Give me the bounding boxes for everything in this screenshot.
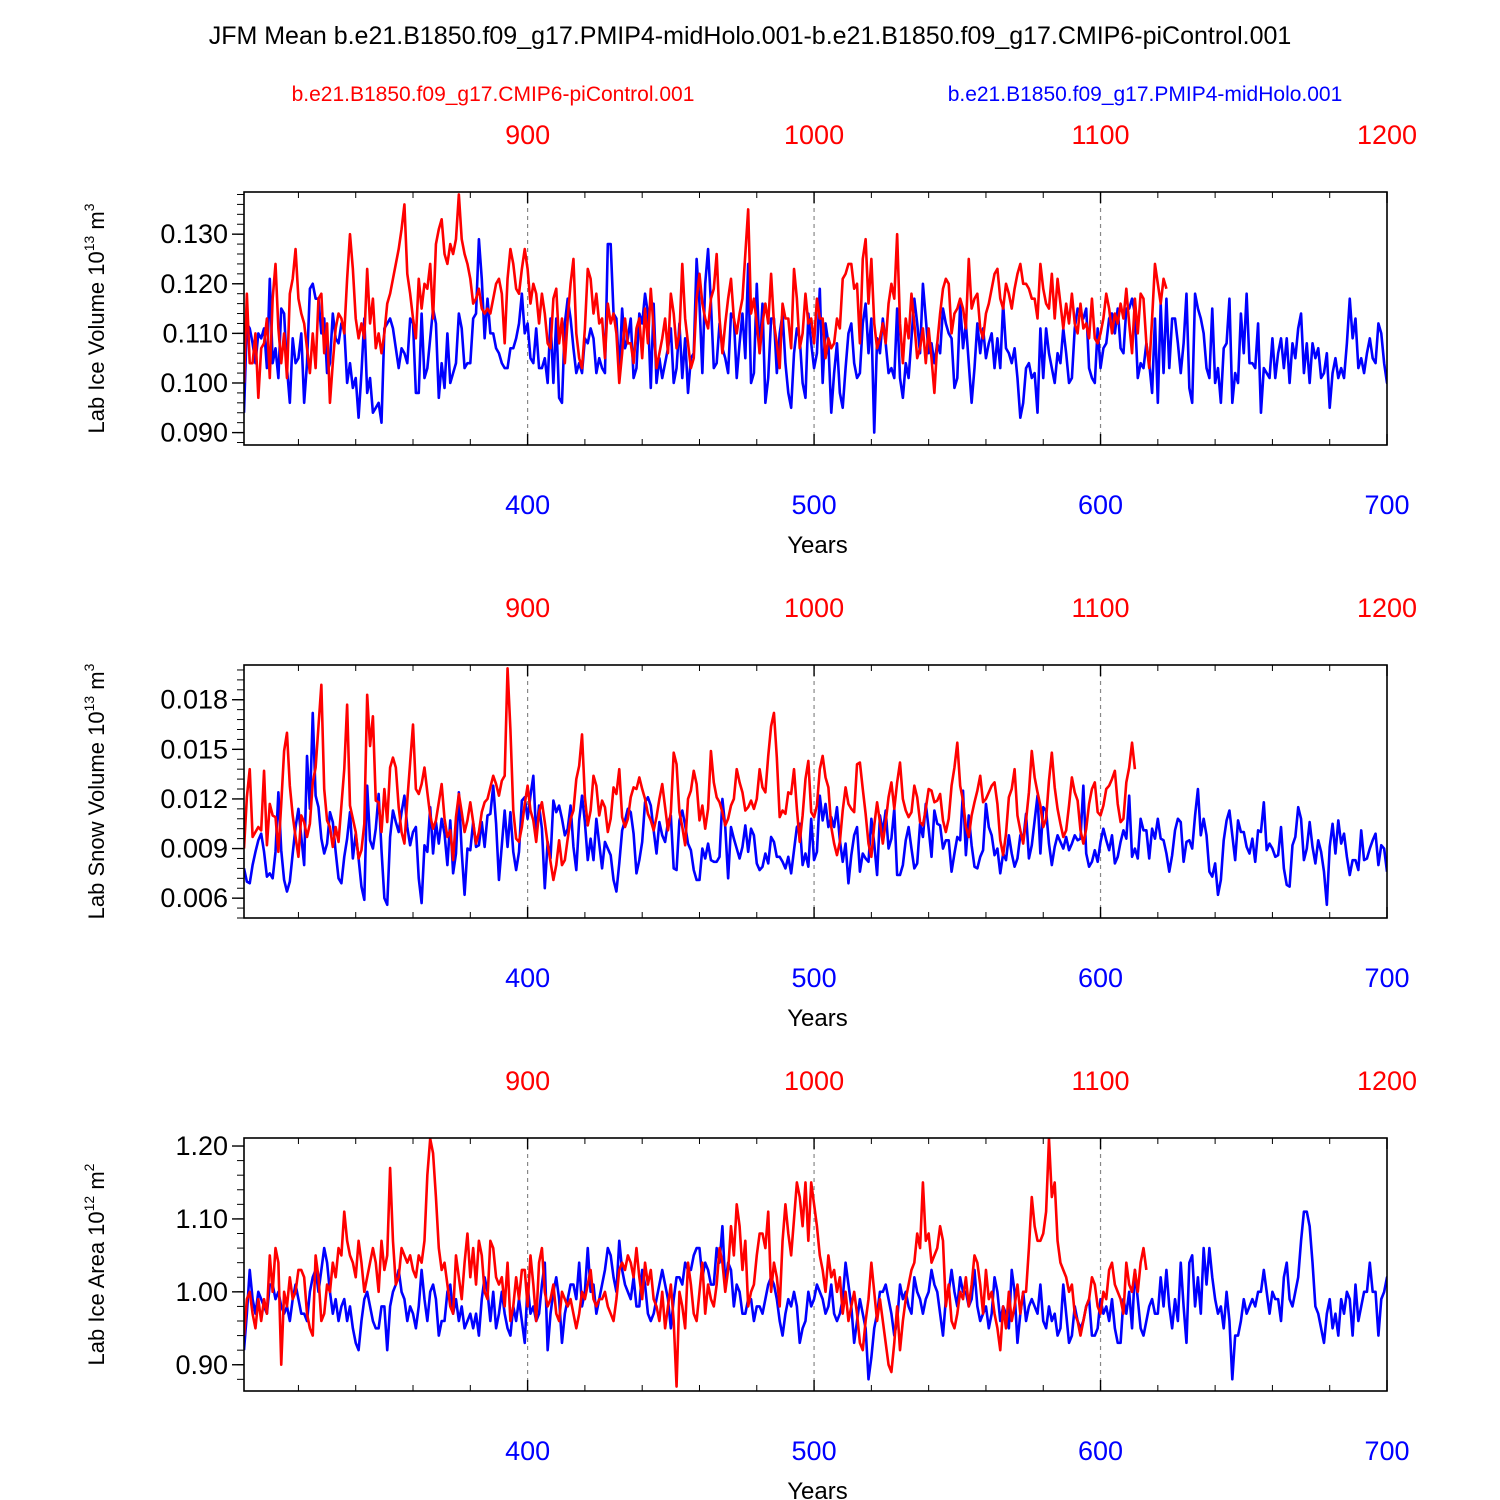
- x-tick-label-red: 1200: [1357, 1066, 1417, 1096]
- x-tick-label-blue: 500: [792, 1436, 837, 1466]
- y-label-unit-exponent: 3: [81, 663, 97, 671]
- y-tick-label: 1.20: [175, 1131, 228, 1161]
- panel-1: 0.090 0.100 0.110 0.120 0.130 400 500 600 700 900…: [81, 120, 1417, 559]
- x-tick-label-blue: 700: [1364, 963, 1409, 993]
- y-tick-label: 1.10: [175, 1204, 228, 1234]
- x-tick-label-red: 900: [505, 593, 550, 623]
- panel-3: 0.90 1.00 1.10 1.20 400 500 600 700 900 1000 1100 1…: [81, 1066, 1417, 1500]
- panels-group: 0.090 0.100 0.110 0.120 0.130 400 500 600 700 900…: [81, 120, 1417, 1500]
- series-red-line: [244, 193, 1168, 405]
- y-tick-label: 0.90: [175, 1350, 228, 1380]
- x-tick-label-red: 1000: [784, 593, 844, 623]
- x-tick-label-blue: 500: [792, 963, 837, 993]
- y-tick-label: 0.090: [160, 418, 228, 448]
- y-label-main: Lab Ice Area 10: [84, 1211, 109, 1365]
- x-tick-label-red: 1200: [1357, 593, 1417, 623]
- series-blue-line: [244, 237, 1387, 434]
- y-label-unit: m: [84, 211, 109, 235]
- y-tick-label: 0.012: [160, 784, 228, 814]
- x-tick-label-red: 1000: [784, 120, 844, 150]
- y-axis-label: Lab Snow Volume 1013 m3: [81, 663, 109, 919]
- x-tick-label-blue: 600: [1078, 490, 1123, 520]
- y-tick-label: 1.00: [175, 1277, 228, 1307]
- y-tick-label: 0.120: [160, 269, 228, 299]
- plot-frame: [243, 664, 1388, 919]
- x-tick-label-blue: 600: [1078, 1436, 1123, 1466]
- y-tick-label: 0.100: [160, 368, 228, 398]
- series-group: [244, 1138, 1387, 1388]
- y-tick-label: 0.018: [160, 685, 228, 715]
- series-group: [244, 667, 1387, 907]
- x-axis-label: Years: [787, 532, 848, 559]
- x-tick-label-red: 1200: [1357, 120, 1417, 150]
- x-tick-label-red: 1100: [1072, 1066, 1130, 1096]
- y-label-main: Lab Snow Volume 10: [84, 711, 109, 919]
- y-axis-label: Lab Ice Area 1012 m2: [81, 1163, 109, 1365]
- x-tick-label-red: 1100: [1072, 120, 1130, 150]
- legend-blue-label: b.e21.B1850.f09_g17.PMIP4-midHolo.001: [948, 83, 1343, 106]
- y-tick-label: 0.130: [160, 219, 228, 249]
- x-tick-label-blue: 400: [505, 1436, 550, 1466]
- y-label-exponent: 13: [81, 696, 97, 712]
- y-label-main: Lab Ice Volume 10: [84, 251, 109, 433]
- y-tick-label: 0.015: [160, 734, 228, 764]
- y-axis-label: Lab Ice Volume 1013 m3: [81, 203, 109, 433]
- x-tick-label-red: 1100: [1072, 593, 1130, 623]
- series-red-line: [244, 667, 1137, 882]
- plot-frame: [243, 1137, 1388, 1392]
- x-tick-label-red: 900: [505, 1066, 550, 1096]
- plot-frame: [243, 191, 1388, 446]
- x-tick-label-red: 900: [505, 120, 550, 150]
- x-tick-label-blue: 400: [505, 963, 550, 993]
- y-label-unit-exponent: 3: [81, 203, 97, 211]
- x-axis-label: Years: [787, 1478, 848, 1500]
- y-label-exponent: 13: [81, 236, 97, 252]
- x-tick-label-blue: 600: [1078, 963, 1123, 993]
- series-red-line: [244, 1138, 1148, 1388]
- x-tick-label-blue: 700: [1364, 490, 1409, 520]
- series-blue-line: [244, 711, 1387, 907]
- x-tick-label-blue: 500: [792, 490, 837, 520]
- y-label-unit: m: [84, 671, 109, 695]
- figure-title: JFM Mean b.e21.B1850.f09_g17.PMIP4-midHo…: [209, 22, 1292, 50]
- x-tick-label-blue: 400: [505, 490, 550, 520]
- x-tick-label-blue: 700: [1364, 1436, 1409, 1466]
- x-axis-label: Years: [787, 1005, 848, 1032]
- series-group: [244, 193, 1387, 434]
- y-label-unit-exponent: 2: [81, 1163, 97, 1171]
- legend-red-label: b.e21.B1850.f09_g17.CMIP6-piControl.001: [292, 83, 695, 106]
- y-tick-label: 0.110: [162, 318, 228, 348]
- y-label-exponent: 12: [81, 1196, 97, 1212]
- y-tick-label: 0.009: [160, 834, 228, 864]
- y-label-unit: m: [84, 1171, 109, 1195]
- panel-2: 0.006 0.009 0.012 0.015 0.018 400 500 600 700 900…: [81, 593, 1417, 1032]
- y-tick-label: 0.006: [160, 883, 228, 913]
- x-tick-label-red: 1000: [784, 1066, 844, 1096]
- series-blue-line: [244, 1210, 1387, 1381]
